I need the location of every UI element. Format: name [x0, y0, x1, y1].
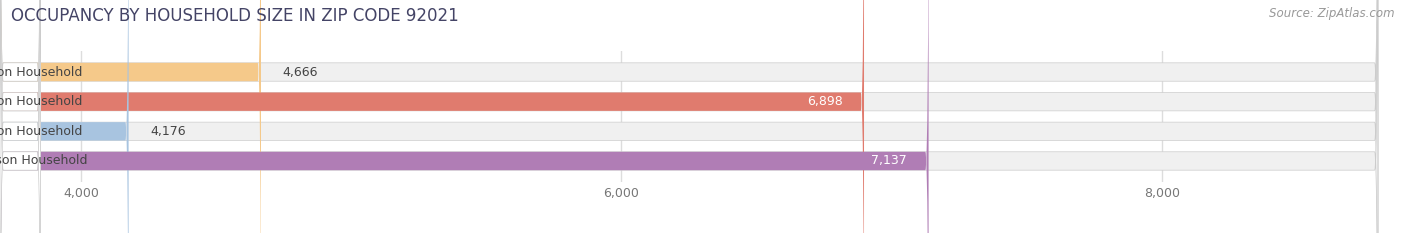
Text: 2-Person Household: 2-Person Household: [0, 95, 83, 108]
FancyBboxPatch shape: [0, 0, 865, 233]
Text: 4,176: 4,176: [150, 125, 186, 138]
FancyBboxPatch shape: [0, 0, 41, 233]
Text: 1-Person Household: 1-Person Household: [0, 65, 83, 79]
FancyBboxPatch shape: [0, 0, 41, 233]
Text: 4+ Person Household: 4+ Person Household: [0, 154, 87, 168]
FancyBboxPatch shape: [0, 0, 128, 233]
FancyBboxPatch shape: [0, 0, 41, 233]
Text: Source: ZipAtlas.com: Source: ZipAtlas.com: [1270, 7, 1395, 20]
Text: 3-Person Household: 3-Person Household: [0, 125, 83, 138]
Text: 4,666: 4,666: [283, 65, 318, 79]
FancyBboxPatch shape: [0, 0, 262, 233]
Text: 6,898: 6,898: [807, 95, 842, 108]
Text: OCCUPANCY BY HOUSEHOLD SIZE IN ZIP CODE 92021: OCCUPANCY BY HOUSEHOLD SIZE IN ZIP CODE …: [11, 7, 458, 25]
Text: 7,137: 7,137: [872, 154, 907, 168]
FancyBboxPatch shape: [0, 0, 41, 233]
FancyBboxPatch shape: [0, 0, 928, 233]
